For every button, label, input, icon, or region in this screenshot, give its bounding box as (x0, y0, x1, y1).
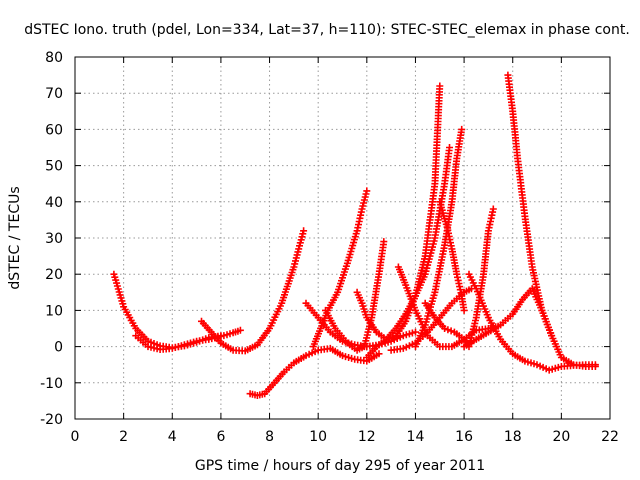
x-tick-label: 4 (168, 429, 177, 445)
y-tick-label: 40 (45, 195, 63, 211)
y-tick-label: 10 (45, 303, 63, 319)
x-tick-label: 16 (455, 429, 473, 445)
x-tick-label: 6 (216, 429, 225, 445)
y-tick-label: 80 (45, 50, 63, 66)
y-tick-label: 60 (45, 122, 63, 138)
x-tick-label: 12 (358, 429, 376, 445)
x-tick-label: 18 (504, 429, 522, 445)
grid (75, 57, 610, 419)
y-axis-label: dSTEC / TECUs (7, 186, 23, 289)
x-tick-label: 22 (601, 429, 619, 445)
x-axis-label: GPS time / hours of day 295 of year 2011 (195, 458, 485, 474)
x-tick-labels: 0 2 4 6 8 10 12 14 16 18 20 22 (71, 429, 619, 445)
x-tick-label: 8 (265, 429, 274, 445)
series-3 (198, 227, 308, 355)
y-tick-label: -10 (40, 376, 63, 392)
x-tick-label: 2 (119, 429, 128, 445)
y-tick-label: -20 (40, 412, 63, 428)
series-5 (302, 299, 419, 351)
series-13 (436, 198, 468, 314)
series-group (110, 71, 599, 399)
y-tick-label: 50 (45, 159, 63, 175)
series-7 (322, 238, 388, 354)
x-tick-label: 0 (71, 429, 80, 445)
series-17 (504, 71, 599, 370)
y-tick-label: 0 (54, 340, 63, 356)
chart-title: dSTEC Iono. truth (pdel, Lon=334, Lat=37… (24, 22, 630, 38)
ticks (74, 56, 611, 420)
y-tick-label: 20 (45, 267, 63, 283)
x-tick-label: 10 (309, 429, 327, 445)
x-tick-label: 14 (407, 429, 425, 445)
series-4 (246, 344, 383, 399)
y-tick-label: 30 (45, 231, 63, 247)
y-tick-label: 70 (45, 86, 63, 102)
x-tick-label: 20 (552, 429, 570, 445)
y-tick-labels: -20 -10 0 10 20 30 40 50 60 70 80 (40, 50, 63, 428)
series-9 (363, 144, 453, 361)
series-6 (309, 187, 371, 351)
